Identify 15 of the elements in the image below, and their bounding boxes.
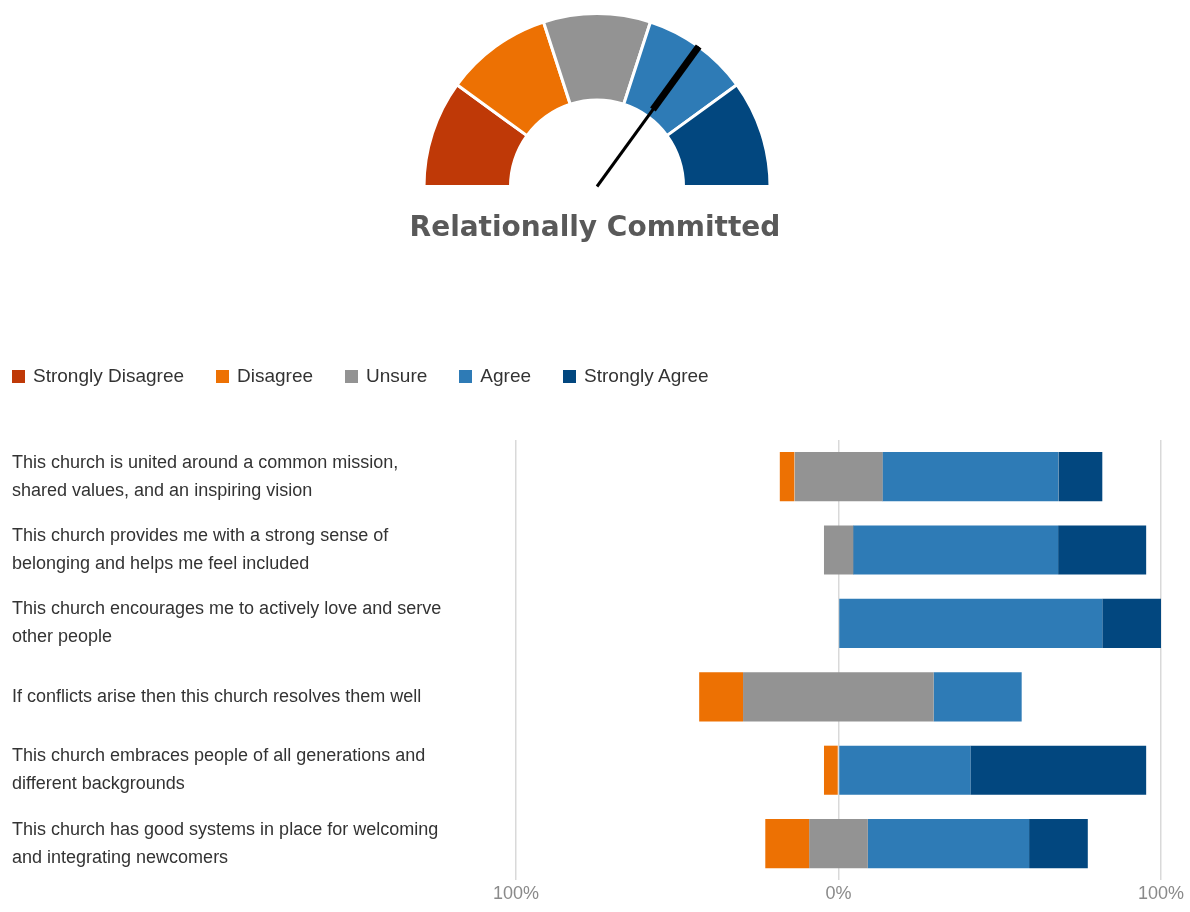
x-tick-label: 100%	[492, 883, 540, 904]
legend-label: Disagree	[237, 365, 314, 387]
legend-label: Strongly Agree	[584, 365, 709, 387]
x-tick-label: 0%	[825, 883, 852, 904]
legend-label: Strongly Disagree	[33, 365, 185, 387]
y-tick-label: This church has good systems in place for welcoming and integrating newcomers	[12, 818, 439, 867]
y-tick-label: If conflicts arise then this church resolves them well	[12, 685, 422, 706]
x-tick-label: 100%	[1137, 883, 1185, 904]
text: Relationally Committed	[408, 210, 782, 243]
y-tick-label: This church encourages me to actively love and serve other people	[12, 598, 442, 647]
y-tick-label: This church provides me with a strong sense of belonging and helps me feel included	[12, 525, 390, 573]
y-tick-label: This church is united around a common mission, shared values, and an inspiring vision	[12, 451, 399, 500]
legend-label: Agree	[480, 365, 532, 387]
y-tick-label: This church embraces people of all generations and different backgrounds	[12, 745, 426, 794]
legend-label: Unsure	[366, 365, 428, 387]
